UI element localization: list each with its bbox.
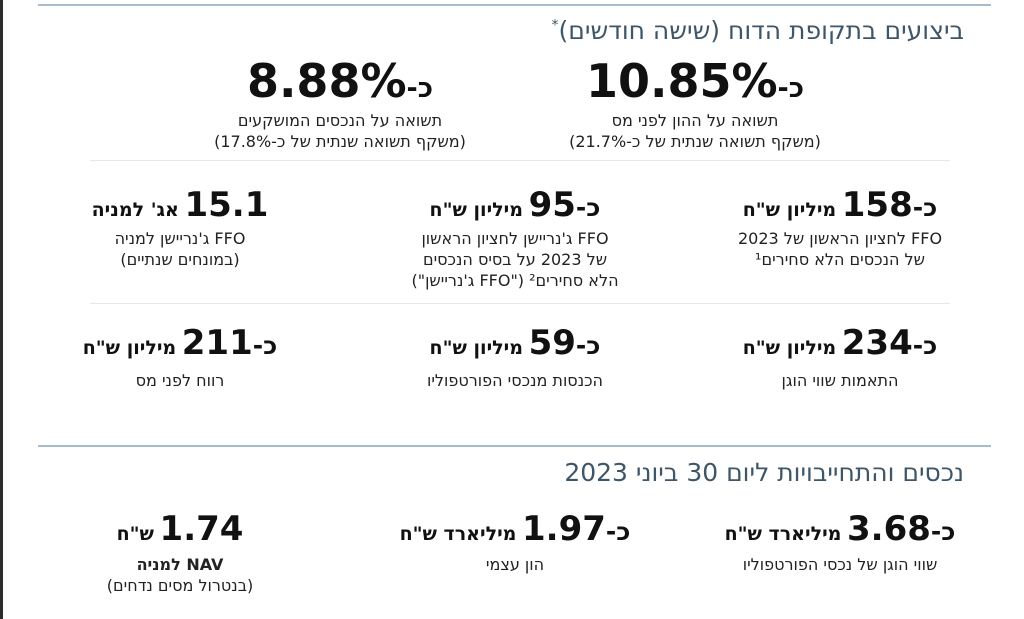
footnote-star: * xyxy=(551,17,559,34)
metric-unit: מיליון ש"ח xyxy=(429,337,523,359)
top-rule xyxy=(38,4,991,6)
metric-note: (בנטרול מסים נדחים) xyxy=(106,576,254,595)
metric-roe: כ-10.85% תשואה על ההון לפני מס (משקף תשו… xyxy=(545,58,845,152)
metric-prefix: כ- xyxy=(406,73,434,104)
metric-label: רווח לפני מס xyxy=(135,371,225,390)
metric-fair-value-adjustments: כ-234 מיליון ש"ח התאמות שווי הוגן xyxy=(720,326,960,391)
metric-label: NAV למניה xyxy=(136,555,224,574)
metric-prefix: כ- xyxy=(912,193,938,222)
metric-label: התאמות שווי הוגן xyxy=(781,371,899,390)
metric-note: (משקף תשואה שנתית של כ-17.8%) xyxy=(214,132,466,151)
metric-label: תשואה על הנכסים המושקעים xyxy=(237,111,443,130)
metric-unit: מיליון ש"ח xyxy=(82,337,177,359)
metric-value: 8.88% xyxy=(246,54,407,108)
metric-prefix: כ- xyxy=(777,73,805,104)
metric-prefix: כ- xyxy=(912,331,938,360)
divider xyxy=(90,303,950,304)
section-title-text: נכסים והתחייבויות ליום 30 ביוני 2023 xyxy=(564,458,964,487)
metric-unit: אג' למניה xyxy=(91,199,179,221)
metric-prefix: כ- xyxy=(252,331,278,360)
metric-label: של 2023 על בסיס הנכסים xyxy=(422,250,608,269)
metric-value: 1.97 xyxy=(522,509,606,549)
metric-label: FFO לחציון הראשון של 2023 xyxy=(737,229,943,248)
metric-unit: מיליון ש"ח xyxy=(429,199,523,221)
metric-prefix: כ- xyxy=(575,193,601,222)
metric-label: של הנכסים הלא סחירים¹ xyxy=(755,250,925,269)
metric-label: (במונחים שנתיים) xyxy=(120,250,240,269)
metric-ffo-per-share: 15.1 אג' למניה FFO ג'נריישן למניה (במונח… xyxy=(60,188,300,270)
metric-label: הכנסות מנכסי הפורטפוליו xyxy=(426,371,604,390)
metric-unit: מיליארד ש"ח xyxy=(399,523,517,545)
metric-ffo-generation: כ-95 מיליון ש"ח FFO ג'נריישן לחציון הראש… xyxy=(390,188,640,291)
metric-unit: ש"ח xyxy=(116,523,154,545)
metric-value: 3.68 xyxy=(847,509,931,549)
metric-unit: מיליון ש"ח xyxy=(742,337,837,359)
metric-value: 234 xyxy=(841,323,913,363)
section-title-text: ביצועים בתקופת הדוח (שישה חודשים) xyxy=(558,16,964,45)
metric-value: 1.74 xyxy=(159,509,244,549)
metric-unit: מיליון ש"ח xyxy=(742,199,837,221)
metric-roa: כ-8.88% תשואה על הנכסים המושקעים (משקף ת… xyxy=(190,58,490,152)
metric-label: הלא סחירים² ("FFO ג'נריישן") xyxy=(411,271,619,290)
metric-prefix: כ- xyxy=(605,517,631,546)
metric-prefix: כ- xyxy=(930,517,956,546)
metric-unit: מיליארד ש"ח xyxy=(724,523,842,545)
metric-label: הון עצמי xyxy=(485,555,545,574)
metric-value: 95 xyxy=(528,185,576,225)
section-title-assets: נכסים והתחייבויות ליום 30 ביוני 2023 xyxy=(564,458,964,487)
metric-label: FFO ג'נריישן למניה xyxy=(114,229,246,248)
metric-pretax-profit: כ-211 מיליון ש"ח רווח לפני מס xyxy=(60,326,300,391)
section-title-performance: ביצועים בתקופת הדוח (שישה חודשים)* xyxy=(552,16,964,45)
metric-ffo: כ-158 מיליון ש"ח FFO לחציון הראשון של 20… xyxy=(720,188,960,270)
metric-value: 59 xyxy=(528,323,576,363)
metric-equity: כ-1.97 מיליארד ש"ח הון עצמי xyxy=(390,512,640,575)
metric-label: FFO ג'נריישן לחציון הראשון xyxy=(421,229,609,248)
metric-value: 158 xyxy=(841,185,913,225)
metric-portfolio-fair-value: כ-3.68 מיליארד ש"ח שווי הוגן של נכסי הפו… xyxy=(710,512,970,575)
section-rule xyxy=(38,445,991,447)
metric-note: (משקף תשואה שנתית של כ-21.7%) xyxy=(569,132,821,151)
metric-portfolio-income: כ-59 מיליון ש"ח הכנסות מנכסי הפורטפוליו xyxy=(390,326,640,391)
metric-label: שווי הוגן של נכסי הפורטפוליו xyxy=(742,555,938,574)
metric-value: 211 xyxy=(181,323,253,363)
metric-value: 15.1 xyxy=(184,185,269,225)
metric-value: 10.85% xyxy=(585,54,778,108)
metric-nav-per-share: 1.74 ש"ח NAV למניה (בנטרול מסים נדחים) xyxy=(70,512,290,596)
metric-label: תשואה על ההון לפני מס xyxy=(611,111,779,130)
left-border xyxy=(0,0,3,619)
metric-prefix: כ- xyxy=(575,331,601,360)
divider xyxy=(90,160,950,161)
